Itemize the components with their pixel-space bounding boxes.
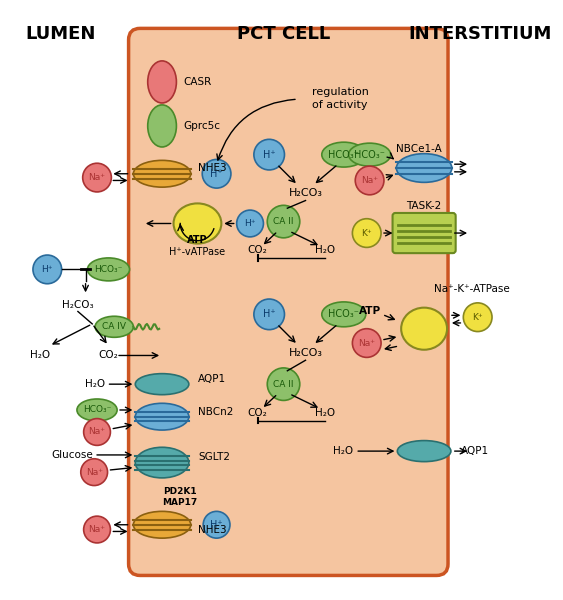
Circle shape	[84, 419, 110, 445]
Ellipse shape	[396, 154, 452, 182]
Text: Na⁺: Na⁺	[358, 338, 375, 347]
Ellipse shape	[322, 142, 366, 167]
Text: CO₂: CO₂	[99, 350, 118, 361]
Circle shape	[83, 163, 111, 192]
Ellipse shape	[148, 105, 176, 147]
Circle shape	[352, 219, 381, 247]
Text: LUMEN: LUMEN	[25, 25, 96, 43]
Ellipse shape	[401, 308, 447, 350]
Text: MAP17: MAP17	[163, 498, 198, 507]
Circle shape	[267, 368, 300, 400]
Ellipse shape	[133, 511, 191, 538]
Text: CA II: CA II	[273, 380, 294, 389]
Text: Na⁺: Na⁺	[88, 427, 105, 436]
Ellipse shape	[397, 440, 451, 461]
Text: CA IV: CA IV	[102, 322, 126, 331]
Text: K⁺: K⁺	[361, 229, 372, 238]
Text: H₂O: H₂O	[315, 408, 335, 418]
Text: NBCn2: NBCn2	[198, 407, 234, 417]
Text: of activity: of activity	[312, 100, 368, 110]
Text: Na⁺: Na⁺	[86, 467, 102, 476]
Text: CO₂: CO₂	[248, 245, 267, 255]
Text: HCO₃⁻: HCO₃⁻	[83, 406, 111, 415]
Ellipse shape	[135, 374, 189, 395]
Ellipse shape	[95, 316, 133, 337]
Text: H₂O: H₂O	[84, 379, 105, 389]
Text: PD2K1: PD2K1	[163, 487, 197, 496]
Circle shape	[352, 329, 381, 358]
Text: Na⁺: Na⁺	[361, 176, 378, 185]
Ellipse shape	[77, 399, 117, 421]
Text: H⁺-vATPase: H⁺-vATPase	[169, 247, 226, 257]
Ellipse shape	[135, 403, 189, 430]
Circle shape	[33, 255, 61, 284]
Text: SGLT2: SGLT2	[198, 452, 230, 462]
Text: NBCe1-A: NBCe1-A	[396, 144, 442, 154]
Text: NHE3: NHE3	[198, 163, 227, 173]
Text: H₂O: H₂O	[30, 350, 50, 361]
Text: AQP1: AQP1	[461, 446, 489, 456]
Text: H₂CO₃: H₂CO₃	[288, 188, 323, 198]
Circle shape	[254, 139, 284, 170]
Text: H⁺: H⁺	[244, 219, 256, 228]
Text: CASR: CASR	[183, 77, 211, 87]
Text: H₂O: H₂O	[333, 446, 354, 456]
FancyBboxPatch shape	[128, 28, 448, 575]
Circle shape	[463, 303, 492, 332]
Text: H₂O: H₂O	[315, 245, 335, 255]
Circle shape	[203, 511, 230, 538]
Text: H⁺: H⁺	[263, 149, 275, 160]
Text: ATP: ATP	[359, 307, 381, 316]
Text: HCO₃⁻: HCO₃⁻	[95, 265, 123, 274]
Text: ATP: ATP	[187, 235, 208, 245]
Text: HCO₃⁻: HCO₃⁻	[328, 149, 359, 160]
Text: TASK-2: TASK-2	[406, 201, 442, 211]
Text: H⁺: H⁺	[210, 520, 223, 530]
Text: K⁺: K⁺	[472, 313, 483, 322]
Text: Gprc5c: Gprc5c	[183, 121, 220, 131]
Circle shape	[236, 210, 263, 237]
Text: H⁺: H⁺	[210, 169, 223, 179]
Ellipse shape	[135, 447, 189, 478]
Circle shape	[84, 516, 110, 543]
Ellipse shape	[322, 302, 366, 327]
Text: H⁺: H⁺	[263, 310, 275, 319]
Text: H⁺: H⁺	[42, 265, 53, 274]
Circle shape	[202, 160, 231, 188]
Text: NHE3: NHE3	[198, 524, 227, 535]
Ellipse shape	[148, 61, 176, 103]
Circle shape	[254, 299, 284, 329]
Text: HCO₃⁻: HCO₃⁻	[354, 149, 385, 160]
Text: H₂CO₃: H₂CO₃	[62, 300, 93, 310]
Text: Glucose: Glucose	[51, 450, 93, 460]
Text: regulation: regulation	[312, 86, 369, 97]
Circle shape	[81, 459, 108, 485]
Text: H₂CO₃: H₂CO₃	[288, 347, 323, 358]
Text: HCO₃⁻: HCO₃⁻	[328, 310, 359, 319]
Text: INTERSTITIUM: INTERSTITIUM	[408, 25, 551, 43]
Ellipse shape	[133, 160, 191, 187]
Text: Na⁺-K⁺-ATPase: Na⁺-K⁺-ATPase	[434, 284, 510, 293]
Text: PCT CELL: PCT CELL	[237, 25, 330, 43]
Text: Na⁺: Na⁺	[88, 173, 105, 182]
Ellipse shape	[173, 203, 221, 244]
Text: AQP1: AQP1	[198, 374, 226, 385]
Circle shape	[267, 205, 300, 238]
Ellipse shape	[87, 258, 129, 281]
Ellipse shape	[348, 143, 391, 166]
Text: CO₂: CO₂	[248, 408, 267, 418]
Text: CA II: CA II	[273, 217, 294, 226]
Circle shape	[355, 166, 384, 195]
Text: Na⁺: Na⁺	[88, 525, 105, 534]
FancyBboxPatch shape	[392, 213, 455, 253]
